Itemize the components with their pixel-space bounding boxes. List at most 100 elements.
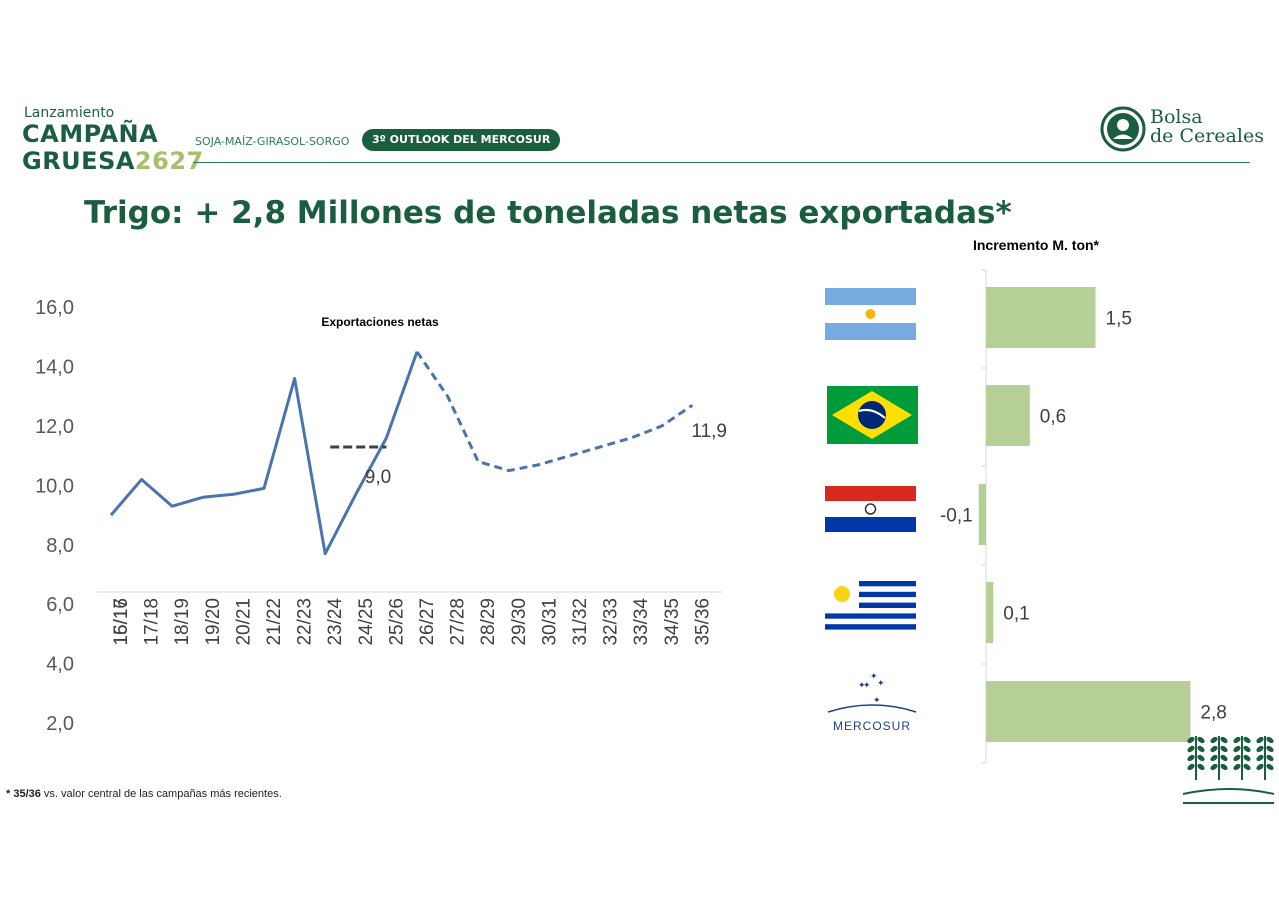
x-tick-label: 30/31	[539, 598, 560, 646]
flag-stripe	[825, 591, 916, 598]
footnote-bold: * 35/36	[6, 788, 41, 800]
bolsa-line2: de Cereales	[1150, 125, 1264, 147]
y-tick-label: 4,0	[46, 654, 74, 676]
x-tick-label: 33/34	[631, 598, 652, 646]
x-tick-label: 35/36	[692, 598, 713, 646]
flag-band	[825, 486, 916, 501]
flag-uruguay-icon	[825, 581, 916, 630]
wheat-grain	[1187, 745, 1195, 753]
x-tick-label: 16/17	[111, 598, 132, 646]
flag-stripe	[825, 613, 916, 619]
y-tick-label: 8,0	[46, 535, 74, 557]
flag-stripe	[825, 624, 916, 630]
bar-value-label: 2,8	[1200, 703, 1226, 724]
flag-sun	[834, 586, 850, 602]
wheat-grain	[1210, 754, 1218, 762]
x-tick-label: 18/19	[172, 598, 193, 646]
wheat-grain	[1243, 763, 1251, 771]
wheat-grain	[1210, 763, 1218, 771]
flag-band	[825, 288, 916, 305]
net-exports-line-chart: Exportaciones netas 2,0 4,0 6,0 8,0 10,0 12,0 1…	[35, 300, 727, 735]
y-tick-label: 12,0	[35, 416, 74, 438]
mercosur-star: ✦	[877, 678, 885, 688]
wheat-grain	[1220, 745, 1228, 753]
increment-bar-chart: Incremento M. ton*1,50,6-0,10,12,8✦✦✦✦✦M…	[825, 237, 1275, 804]
flag-band	[825, 323, 916, 340]
logo-lanzamiento: Lanzamiento	[24, 105, 115, 121]
wheat-grain	[1256, 754, 1264, 762]
wheat-grain	[1197, 736, 1205, 744]
wheat-grain	[1187, 754, 1195, 762]
bar-value-label: 0,1	[1003, 604, 1029, 625]
page-title: Trigo: + 2,8 Millones de toneladas netas…	[84, 195, 1012, 231]
bolsa-line1: Bolsa	[1150, 106, 1203, 128]
series-line-historical	[109, 351, 419, 556]
flag-paraguay-icon	[825, 486, 916, 532]
wheat-grain	[1243, 736, 1251, 744]
wheat-decoration-icon	[1182, 736, 1275, 804]
logo-campana: CAMPAÑA	[22, 120, 159, 148]
flag-argentina-icon	[825, 288, 916, 340]
bar-mercosur	[986, 681, 1191, 742]
x-tick-label: 19/20	[203, 598, 224, 646]
mercosur-logo-icon: ✦✦✦✦✦MERCOSUR	[827, 671, 917, 733]
wheat-grain	[1233, 745, 1241, 753]
flag-band	[825, 501, 916, 517]
flag-seal	[864, 503, 877, 515]
x-tick-label: 25/26	[386, 598, 407, 646]
x-tick-label: 29/30	[509, 598, 530, 646]
x-tick-label: 26/27	[417, 598, 438, 646]
bar-argentina	[986, 287, 1096, 348]
x-tick-label: 17/18	[142, 598, 163, 646]
x-tick-label: 22/23	[295, 598, 316, 646]
wheat-grain	[1266, 745, 1274, 753]
wheat-grain	[1256, 736, 1264, 744]
x-tick-label: 21/22	[264, 598, 285, 646]
wheat-grain	[1233, 754, 1241, 762]
wheat-grain	[1220, 736, 1228, 744]
mercosur-star: ✦	[870, 671, 878, 681]
y-tick-label: 14,0	[35, 357, 74, 379]
y-tick-label: 16,0	[35, 300, 74, 319]
footnote-text: vs. valor central de las campañas más re…	[40, 788, 282, 800]
mercosur-label: MERCOSUR	[833, 719, 911, 733]
y-tick-label: 6,0	[46, 594, 74, 616]
y-tick-label: 10,0	[35, 475, 74, 497]
x-tick-label: 34/35	[662, 598, 683, 646]
footnote: * 35/36 vs. valor central de las campaña…	[6, 788, 282, 800]
chart-title: Exportaciones netas	[321, 315, 439, 329]
x-tick-label: 23/24	[325, 598, 346, 646]
wheat-grain	[1256, 763, 1264, 771]
mercosur-star: ✦	[863, 680, 871, 690]
wheat-grain	[1233, 736, 1241, 744]
y-tick-label: 2,0	[46, 713, 74, 735]
bolsa-seal-icon	[1100, 106, 1146, 152]
wheat-grain	[1266, 763, 1274, 771]
flag-sun	[865, 309, 876, 319]
crops-label: SOJA-MAÍZ-GIRASOL-SORGO	[195, 135, 350, 148]
flag-stripe	[825, 602, 916, 608]
header-divider	[193, 162, 1250, 163]
x-tick-label: 32/33	[601, 598, 622, 646]
mercosur-star: ✦	[858, 680, 866, 690]
flag-stripe	[825, 586, 916, 592]
wheat-grain	[1187, 736, 1195, 744]
series-line-projected	[415, 350, 694, 473]
flag-banner	[858, 408, 886, 419]
flag-globe	[858, 401, 886, 429]
flag-stripe	[825, 581, 916, 587]
flag-stripe	[825, 618, 916, 625]
bar-paraguay	[978, 484, 986, 545]
wheat-grain	[1197, 754, 1205, 762]
logo-gruesa: GRUESA2627	[22, 148, 204, 174]
wheat-grain	[1197, 745, 1205, 753]
wheat-grain	[1220, 763, 1228, 771]
bar-value-label: -0,1	[940, 506, 973, 527]
end-value-label: 11,9	[691, 421, 727, 442]
x-tick-label: 31/32	[570, 598, 591, 646]
wheat-grain	[1210, 736, 1218, 744]
bar-chart-title: Incremento M. ton*	[973, 237, 1100, 253]
flag-stripe	[825, 608, 916, 614]
wheat-grain	[1210, 745, 1218, 753]
x-tick-label: 20/21	[233, 598, 254, 646]
